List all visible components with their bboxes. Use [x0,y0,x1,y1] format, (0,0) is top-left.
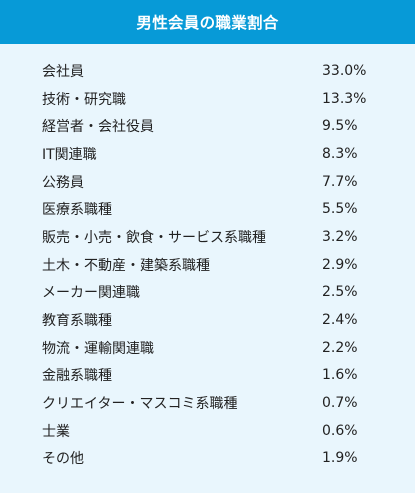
occupation-percentage: 7.7% [322,173,358,190]
table-row: 公務員 7.7% [42,168,382,196]
table-row: 土木・不動産・建築系職種 2.9% [42,251,382,279]
occupation-percentage: 9.5% [322,118,358,135]
occupation-percentage: 2.4% [322,312,358,329]
occupation-label: 会社員 [42,63,84,80]
occupation-label: 販売・小売・飲食・サービス系職種 [42,229,266,246]
table-row: メーカー関連職 2.5% [42,279,382,307]
occupation-label: 教育系職種 [42,313,112,330]
occupation-percentage: 2.5% [322,284,358,301]
occupation-label: IT関連職 [42,146,97,163]
occupation-label: 金融系職種 [42,368,112,385]
title-text: 男性会員の職業割合 [136,14,279,32]
occupation-label: 医療系職種 [42,202,112,219]
occupation-percentage: 1.9% [322,450,358,467]
table-row: 販売・小売・飲食・サービス系職種 3.2% [42,223,382,251]
table-row: 経営者・会社役員 9.5% [42,112,382,140]
occupation-percentage: 2.9% [322,256,358,273]
occupation-label: その他 [42,451,84,468]
occupation-percentage: 0.6% [322,422,358,439]
table-row: 会社員 33.0% [42,57,382,85]
table-row: IT関連職 8.3% [42,140,382,168]
table-title: 男性会員の職業割合 [0,0,415,44]
occupation-percentage: 33.0% [322,62,367,79]
table-row: 教育系職種 2.4% [42,306,382,334]
occupation-percentage: 3.2% [322,228,358,245]
occupation-label: 経営者・会社役員 [42,119,154,136]
occupation-percentage: 8.3% [322,145,358,162]
occupation-percentage: 5.5% [322,201,358,218]
occupation-label: 土木・不動産・建築系職種 [42,257,210,274]
table-row: 物流・運輸関連職 2.2% [42,334,382,362]
table-row: 技術・研究職 13.3% [42,85,382,113]
table-row: 士業 0.6% [42,417,382,445]
occupation-percentage: 0.7% [322,395,358,412]
occupation-label: 士業 [42,423,70,440]
table-row: 金融系職種 1.6% [42,362,382,390]
occupation-percentage: 2.2% [322,339,358,356]
table-row: その他 1.9% [42,445,382,473]
occupation-label: 技術・研究職 [42,91,126,108]
occupation-label: クリエイター・マスコミ系職種 [42,396,238,413]
occupation-label: メーカー関連職 [42,285,140,302]
occupation-label: 公務員 [42,174,84,191]
table-row: 医療系職種 5.5% [42,195,382,223]
occupation-label: 物流・運輸関連職 [42,340,154,357]
table-row: クリエイター・マスコミ系職種 0.7% [42,389,382,417]
occupation-table: 会社員 33.0% 技術・研究職 13.3% 経営者・会社役員 9.5% IT関… [42,57,382,472]
occupation-percentage: 1.6% [322,367,358,384]
occupation-percentage: 13.3% [322,90,367,107]
